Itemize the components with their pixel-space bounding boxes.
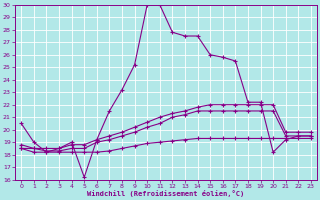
X-axis label: Windchill (Refroidissement éolien,°C): Windchill (Refroidissement éolien,°C)	[87, 190, 245, 197]
